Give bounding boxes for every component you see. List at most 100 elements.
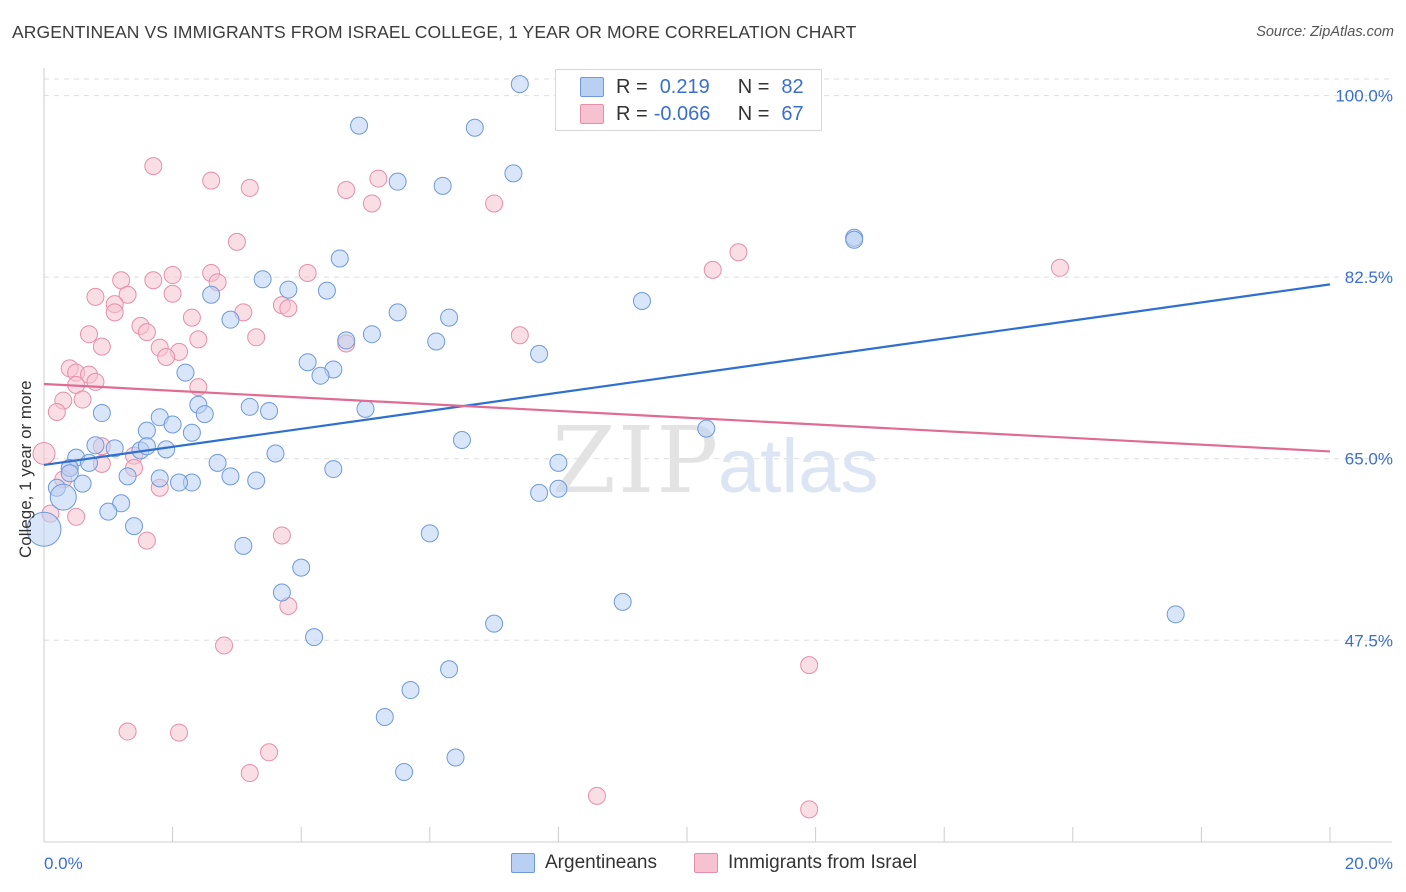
legend-swatch-pink	[580, 104, 604, 124]
data-point	[446, 748, 465, 767]
data-point	[311, 366, 330, 385]
data-point	[47, 403, 66, 421]
data-point	[703, 260, 722, 279]
trend-lines	[43, 283, 1331, 467]
bottom-legend-swatch-pink	[694, 853, 718, 873]
data-point	[118, 722, 137, 741]
data-point	[60, 464, 79, 483]
data-point	[356, 399, 375, 418]
data-point	[32, 442, 56, 465]
data-point	[163, 266, 182, 285]
data-point	[504, 164, 523, 183]
bottom-legend-label: Argentineans	[545, 852, 657, 873]
data-point	[99, 502, 118, 521]
data-point	[170, 723, 189, 742]
data-point	[279, 280, 298, 299]
legend-n-label: N =	[737, 102, 770, 125]
data-point	[240, 178, 259, 197]
data-point	[240, 397, 259, 416]
data-point	[170, 473, 189, 492]
data-point	[112, 494, 131, 513]
data-point	[1050, 258, 1069, 277]
data-point	[440, 660, 459, 679]
points-argentineans	[26, 75, 1185, 782]
trend-line-argentineans	[43, 283, 1331, 467]
tick-labels: 47.5% 65.0% 82.5% 100.0% 0.0% 20.0%	[44, 87, 1393, 873]
data-point	[137, 421, 156, 440]
data-point	[208, 453, 227, 472]
data-point	[105, 303, 124, 322]
data-point	[189, 330, 208, 349]
data-point	[613, 592, 632, 611]
data-point	[800, 656, 819, 675]
data-point	[240, 764, 259, 783]
data-point	[697, 419, 716, 438]
trend-line-israel	[43, 382, 1331, 453]
data-point	[144, 271, 163, 290]
x-tick-label: 20.0%	[1345, 854, 1393, 873]
y-tick-label: 82.5%	[1345, 268, 1393, 287]
data-point	[137, 323, 156, 342]
data-point	[433, 176, 452, 195]
data-point	[427, 332, 446, 351]
data-point	[253, 270, 272, 289]
data-point	[440, 308, 459, 327]
data-point	[317, 281, 336, 300]
data-point	[227, 232, 246, 251]
y-tick-label: 65.0%	[1345, 450, 1393, 469]
data-point	[330, 249, 349, 268]
data-point	[362, 325, 381, 344]
legend-row-israel: R = -0.066 N = 67	[556, 101, 804, 127]
watermark-zip: ZIP	[552, 407, 720, 514]
data-point	[362, 194, 381, 213]
data-point	[215, 636, 234, 655]
data-point	[510, 75, 529, 94]
data-point	[182, 423, 201, 442]
data-point	[26, 511, 62, 547]
data-point	[350, 116, 369, 135]
data-point	[80, 325, 99, 344]
data-point	[388, 172, 407, 191]
data-point	[234, 536, 253, 555]
data-point	[279, 299, 298, 318]
data-point	[530, 344, 549, 363]
data-point	[163, 415, 182, 434]
data-point	[247, 471, 266, 490]
data-point	[549, 453, 568, 472]
data-point	[73, 474, 92, 493]
data-point	[800, 800, 819, 819]
data-point	[272, 583, 291, 602]
data-point	[105, 439, 124, 458]
y-tick-label: 100.0%	[1335, 87, 1393, 106]
data-point	[1166, 605, 1185, 624]
data-point	[587, 786, 606, 805]
data-point	[221, 310, 240, 329]
data-point	[86, 287, 105, 306]
legend-r-value: -0.066	[653, 102, 711, 125]
data-point	[510, 326, 529, 345]
data-point	[632, 291, 651, 310]
y-axis-label: College, 1 year or more	[16, 380, 35, 558]
data-point	[176, 363, 195, 382]
bottom-legend-label: Immigrants from Israel	[728, 852, 917, 873]
bottom-legend-swatch-blue	[511, 853, 535, 873]
data-point	[118, 285, 137, 304]
data-point	[298, 263, 317, 282]
legend-r-value: 0.219	[659, 75, 710, 98]
data-point	[369, 169, 388, 188]
data-point	[182, 308, 201, 327]
data-point	[388, 303, 407, 322]
data-point	[375, 708, 394, 727]
bottom-legend-israel[interactable]: Immigrants from Israel	[694, 852, 917, 874]
data-point	[163, 284, 182, 303]
data-point	[530, 483, 549, 502]
bottom-legend-argentineans[interactable]: Argentineans	[511, 852, 657, 874]
source-label: Source: ZipAtlas.com	[1256, 24, 1394, 40]
x-tick-label: 0.0%	[44, 854, 83, 873]
data-point	[202, 285, 221, 304]
data-point	[125, 517, 144, 536]
data-point	[195, 405, 214, 424]
data-point	[292, 558, 311, 577]
data-point	[729, 243, 748, 262]
